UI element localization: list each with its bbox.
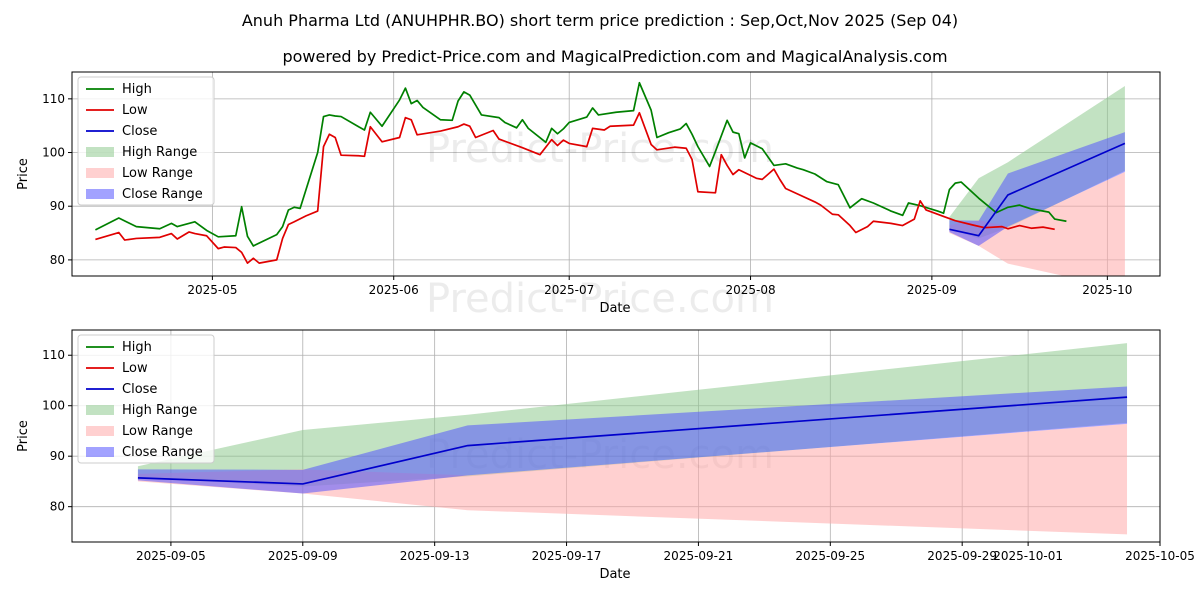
x-tick-label: 2025-06 (369, 283, 419, 297)
plot-frame (71, 329, 1161, 543)
plot-area (137, 343, 1128, 535)
legend: High Low Close High Range Low Range Close Ran… (77, 334, 215, 464)
x-tick-label: 2025-09-13 (400, 549, 470, 563)
plot-area (95, 81, 1126, 276)
x-tick-label: 2025-09-29 (927, 549, 997, 563)
y-tick-label: 80 (50, 500, 65, 514)
low-range-band (137, 423, 1128, 535)
legend-swatch-low-range (86, 168, 114, 178)
legend-label-close: Close (122, 382, 157, 397)
y-tick-label: 100 (42, 146, 65, 160)
legend-label-low: Low (122, 361, 148, 376)
legend-label-low-range: Low Range (122, 166, 193, 181)
y-tick-label: 110 (42, 348, 65, 362)
plot-frame (71, 71, 1161, 277)
x-tick-label: 2025-05 (187, 283, 237, 297)
legend-label-close: Close (122, 124, 157, 139)
y-axis-label: Price (16, 420, 31, 452)
series-line-close (137, 396, 1128, 485)
legend-label-high-range: High Range (122, 403, 197, 418)
legend-swatch-high-range (86, 405, 114, 415)
chart-panel-2: Predict-Price.com2025-09-052025-09-09202… (16, 329, 1195, 582)
x-tick-label: 2025-10 (1082, 283, 1132, 297)
legend-label-close-range: Close Range (122, 445, 203, 460)
x-tick-label: 2025-09-21 (664, 549, 734, 563)
legend-label-high: High (122, 82, 152, 97)
watermark-text: Predict-Price.com (426, 276, 774, 322)
x-tick-label: 2025-09-09 (268, 549, 338, 563)
series-line-close (949, 142, 1126, 237)
legend-label-high-range: High Range (122, 145, 197, 160)
legend-swatch-high-range (86, 147, 114, 157)
series-line-high (95, 81, 1067, 247)
x-tick-label: 2025-08 (725, 283, 775, 297)
legend-swatch-close-range (86, 447, 114, 457)
legend-swatch-close-range (86, 189, 114, 199)
x-tick-label: 2025-07 (544, 283, 594, 297)
legend: High Low Close High Range Low Range Close Ran… (77, 76, 215, 206)
legend-label-low-range: Low Range (122, 424, 193, 439)
x-tick-label: 2025-09-05 (136, 549, 206, 563)
chart-subtitle: powered by Predict-Price.com and Magical… (282, 47, 947, 66)
x-tick-label: 2025-09-17 (532, 549, 602, 563)
chart-panel-1: Predict-Price.comPredict-Price.com2025-0… (16, 71, 1161, 322)
x-tick-label: 2025-09-25 (795, 549, 865, 563)
low-range-band (949, 171, 1125, 276)
y-tick-label: 90 (50, 199, 65, 213)
close-range-band (949, 132, 1125, 246)
x-tick-label: 2025-10-01 (993, 549, 1063, 563)
y-tick-label: 110 (42, 92, 65, 106)
legend-label-low: Low (122, 103, 148, 118)
x-tick-label: 2025-09 (907, 283, 957, 297)
y-tick-label: 100 (42, 399, 65, 413)
series-line-low (95, 111, 1055, 264)
legend-swatch-low-range (86, 426, 114, 436)
chart-title: Anuh Pharma Ltd (ANUHPHR.BO) short term … (242, 11, 958, 30)
close-range-band (137, 386, 1128, 494)
y-tick-label: 80 (50, 253, 65, 267)
legend-label-high: High (122, 340, 152, 355)
legend-label-close-range: Close Range (122, 187, 203, 202)
x-axis-label: Date (599, 301, 630, 316)
x-tick-label: 2025-10-05 (1125, 549, 1195, 563)
y-tick-label: 90 (50, 449, 65, 463)
y-axis-label: Price (16, 158, 31, 190)
x-axis-label: Date (599, 567, 630, 582)
